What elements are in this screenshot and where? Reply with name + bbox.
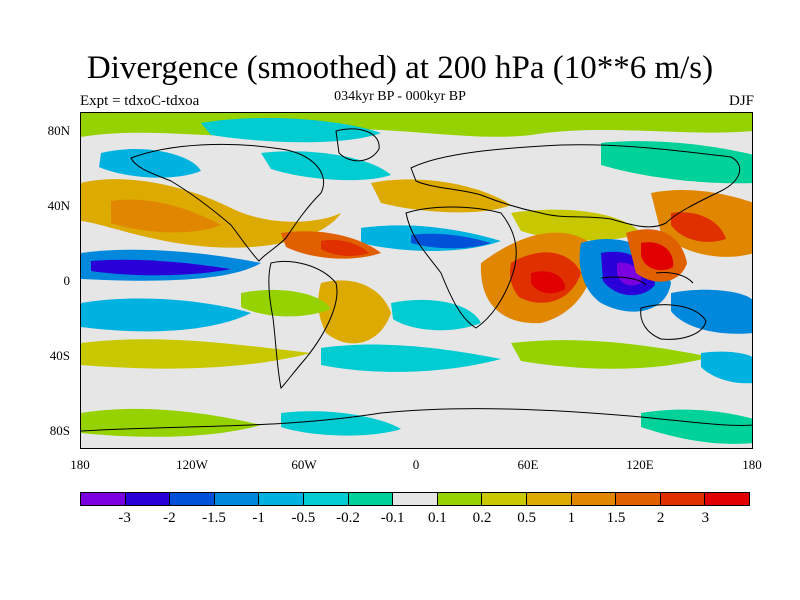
colorbar-label: 1.5	[606, 510, 626, 526]
colorbar-swatch	[437, 493, 483, 505]
colorbar-label: 2	[656, 510, 665, 526]
colorbar-label: -1.5	[202, 510, 226, 526]
colorbar-swatch	[616, 493, 661, 505]
colorbar-label: -0.5	[291, 510, 316, 526]
colorbar-label: -0.1	[380, 510, 405, 526]
colorbar-swatch	[571, 493, 617, 505]
lon-label-0: 0	[412, 457, 420, 472]
colorbar-label: -1	[252, 510, 265, 526]
lat-label-80s: 80S	[49, 423, 70, 438]
season-label: DJF	[728, 93, 754, 109]
colorbar-label: 0.2	[472, 510, 492, 526]
colorbar-label: -2	[163, 510, 176, 526]
colorbar-label: 1	[567, 510, 576, 526]
colorbar-label: -3	[118, 510, 131, 526]
lon-label-60e: 60E	[517, 457, 539, 472]
colorbar-swatch	[170, 493, 215, 505]
lon-label-120w: 120W	[176, 457, 208, 472]
divergence-map	[80, 112, 753, 449]
map-field	[81, 113, 752, 448]
colorbar-label: -0.2	[336, 510, 360, 526]
lon-label-120e: 120E	[626, 457, 654, 472]
colorbar-swatch	[303, 493, 349, 505]
map-subtitle: 034kyr BP - 000kyr BP	[334, 89, 466, 104]
colorbar-swatch	[81, 493, 126, 505]
map-title: Divergence (smoothed) at 200 hPa (10**6 …	[86, 50, 714, 86]
colorbar-label: 0.5	[517, 510, 537, 526]
lon-label-180w: 180	[70, 457, 90, 472]
lon-label-60w: 60W	[291, 457, 317, 472]
colorbar-swatch	[526, 493, 572, 505]
colorbar-swatch	[259, 493, 304, 505]
colorbar-swatch	[125, 493, 171, 505]
colorbar-swatch	[482, 493, 527, 505]
colorbar-swatch	[393, 493, 438, 505]
colorbar-label: 3	[701, 510, 710, 526]
lat-label-40s: 40S	[49, 348, 70, 363]
colorbar-swatch	[348, 493, 394, 505]
lon-label-180e: 180	[742, 457, 762, 472]
experiment-label: Expt = tdxoC-tdxoa	[80, 93, 200, 109]
colorbar-swatch	[214, 493, 260, 505]
lat-label-40n: 40N	[47, 198, 70, 213]
colorbar-swatch	[705, 493, 749, 505]
colorbar-swatch	[660, 493, 706, 505]
colorbar	[80, 492, 750, 506]
colorbar-label: 0.1	[427, 510, 447, 526]
lat-label-0: 0	[63, 273, 71, 288]
lat-label-80n: 80N	[47, 123, 70, 138]
